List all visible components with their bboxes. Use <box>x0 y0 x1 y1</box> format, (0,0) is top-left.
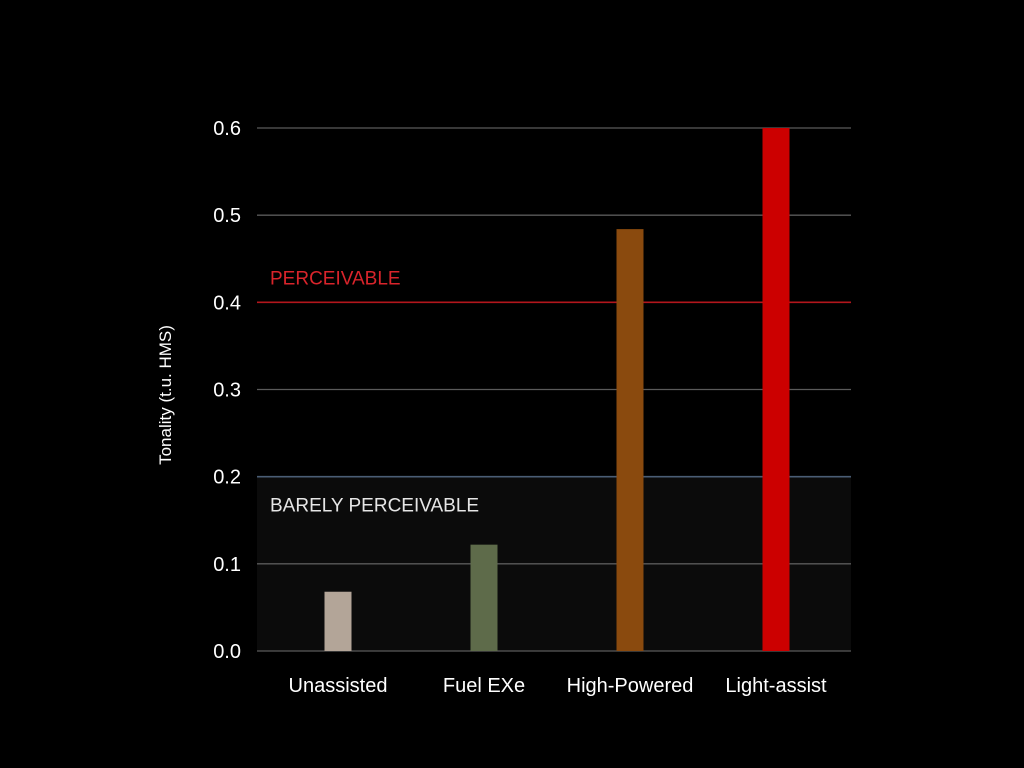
y-tick-label: 0.5 <box>213 205 241 227</box>
threshold-annotations: PERCEIVABLE BARELY PERCEIVABLE <box>270 268 479 516</box>
bar <box>324 591 352 651</box>
y-tick-label: 0.2 <box>213 467 241 489</box>
category-label: Fuel EXe <box>443 675 525 697</box>
y-axis-label: Tonality (t.u. HMS) <box>156 325 175 465</box>
y-tick-label: 0.6 <box>213 118 241 140</box>
bar <box>762 128 790 651</box>
category-label: High-Powered <box>567 675 694 697</box>
bar <box>616 229 644 651</box>
y-tick-labels: 0.0 0.1 0.2 0.3 0.4 0.5 0.6 <box>213 118 241 663</box>
category-label: Unassisted <box>289 675 388 697</box>
threshold-lines <box>257 301 851 478</box>
y-tick-label: 0.3 <box>213 380 241 402</box>
y-tick-label: 0.4 <box>213 292 241 314</box>
bar <box>470 544 498 651</box>
grid-lines <box>257 127 851 652</box>
category-label: Light-assist <box>725 675 827 697</box>
category-labels: Unassisted Fuel EXe High-Powered Light-assi… <box>289 675 827 697</box>
y-tick-label: 0.0 <box>213 641 241 663</box>
barely-perceivable-annotation: BARELY PERCEIVABLE <box>270 496 479 517</box>
y-tick-label: 0.1 <box>213 554 241 576</box>
bars <box>324 128 790 651</box>
perceivable-annotation: PERCEIVABLE <box>270 268 401 289</box>
